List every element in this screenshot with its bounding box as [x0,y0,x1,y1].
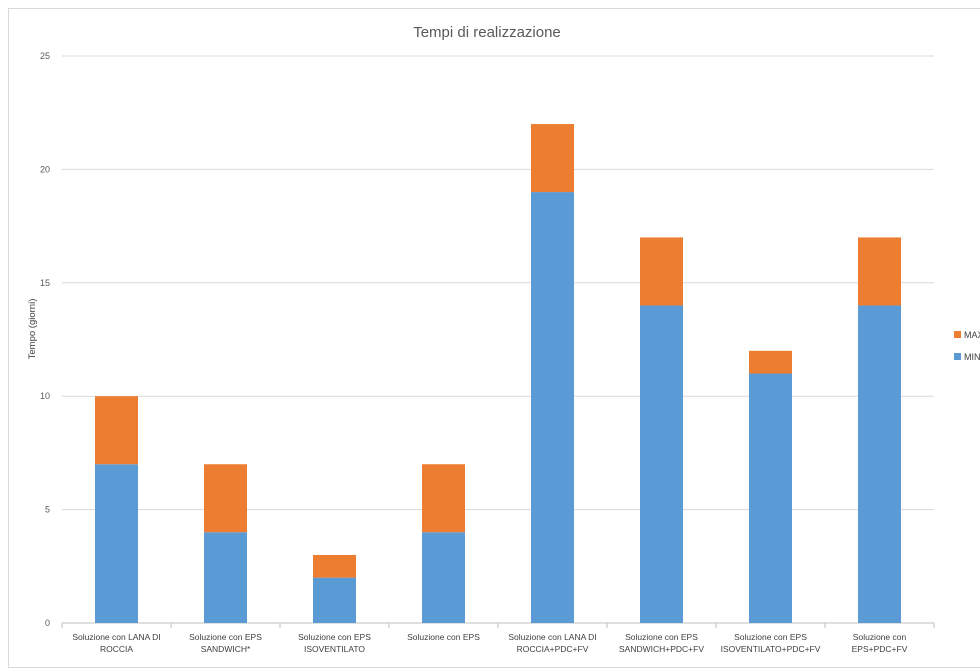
y-tick-label: 25 [40,51,50,61]
legend-swatch-max [954,331,961,338]
category-label: Soluzione con EPS [625,632,698,642]
y-tick-label: 15 [40,278,50,288]
bar-max [858,237,901,306]
y-tick-label: 5 [45,505,50,515]
legend: MAX MIN [954,330,980,362]
bar-max [749,350,792,374]
category-label: Soluzione con [853,632,907,642]
bar-min [858,305,901,623]
category-label: ISOVENTILATO+PDC+FV [721,644,821,654]
y-tick-label: 20 [40,164,50,174]
bar-max [313,554,356,578]
chart-frame: 0 5 10 15 20 25 Soluzione con LANA DI ROCCIA So… [8,8,980,668]
category-label: ROCCIA [100,644,133,654]
bar-min [749,373,792,623]
bar-min [422,532,465,623]
category-label: Soluzione con EPS [189,632,262,642]
bar-min [531,192,574,623]
legend-swatch-min [954,353,961,360]
category-label: SANDWICH* [201,644,251,654]
legend-label: MAX [964,330,980,340]
y-tick-label: 10 [40,391,50,401]
bar-min [95,464,138,623]
y-axis-title: Tempo (giorni) [27,299,38,360]
chart-title: Tempi di realizzazione [413,24,561,41]
bar-max [95,396,138,465]
legend-label: MIN [964,352,980,362]
bars [95,124,901,623]
category-label: Soluzione con EPS [407,632,480,642]
bar-min [640,305,683,623]
category-label: SANDWICH+PDC+FV [619,644,704,654]
category-label: Soluzione con LANA DI [72,632,160,642]
bar-max [204,464,247,533]
category-label: ISOVENTILATO [304,644,365,654]
bar-min [204,532,247,623]
grid-lines [61,55,935,628]
bar-max [640,237,683,306]
bar-min [313,577,356,623]
category-label: Soluzione con EPS [734,632,807,642]
bar-max [531,124,574,193]
y-tick-label: 0 [45,618,50,628]
category-label: Soluzione con LANA DI [508,632,596,642]
y-tick-labels: 0 5 10 15 20 25 [40,51,50,628]
category-labels: Soluzione con LANA DI ROCCIA Soluzione con… [72,632,907,654]
category-label: Soluzione con EPS [298,632,371,642]
bar-max [422,464,465,533]
category-label: EPS+PDC+FV [852,644,908,654]
category-label: ROCCIA+PDC+FV [517,644,589,654]
